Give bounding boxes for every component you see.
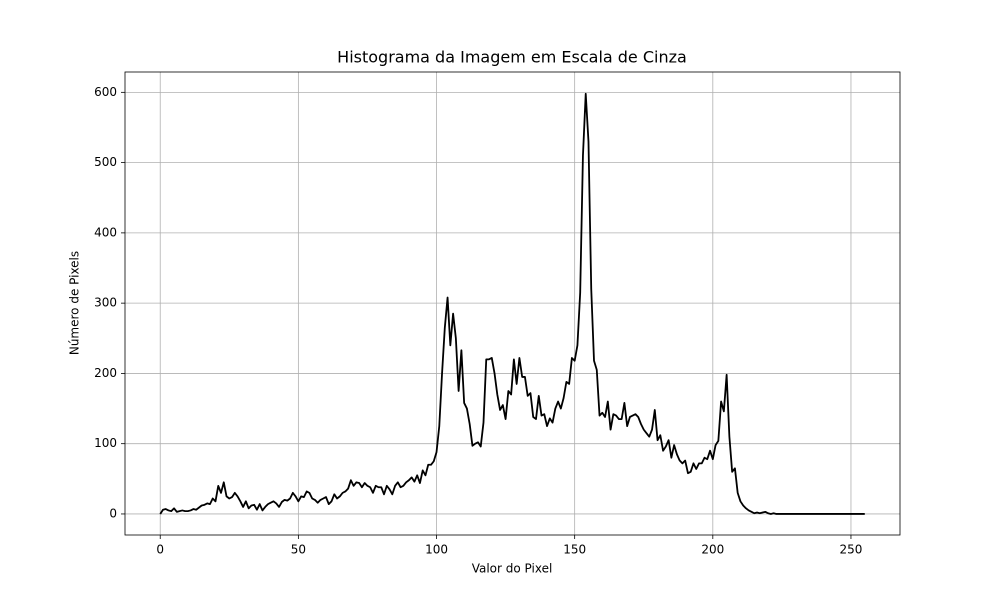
y-tick-label: 100 bbox=[94, 436, 117, 450]
x-tick-label: 250 bbox=[840, 543, 863, 557]
chart-title: Histograma da Imagem em Escala de Cinza bbox=[337, 48, 687, 67]
y-tick-label: 500 bbox=[94, 155, 117, 169]
x-tick-label: 0 bbox=[156, 543, 164, 557]
x-tick-label: 50 bbox=[291, 543, 306, 557]
y-tick-label: 400 bbox=[94, 225, 117, 239]
y-tick-label: 200 bbox=[94, 366, 117, 380]
x-axis-label: Valor do Pixel bbox=[472, 562, 553, 576]
y-axis-label: Número de Pixels bbox=[68, 251, 82, 355]
data-line bbox=[159, 92, 865, 515]
y-tick-label: 300 bbox=[94, 296, 117, 310]
y-tick-label: 600 bbox=[94, 85, 117, 99]
x-tick-label: 150 bbox=[563, 543, 586, 557]
x-tick-label: 100 bbox=[425, 543, 448, 557]
plot-frame bbox=[124, 71, 901, 536]
y-tick-label: 0 bbox=[109, 506, 117, 520]
x-tick-label: 200 bbox=[701, 543, 724, 557]
